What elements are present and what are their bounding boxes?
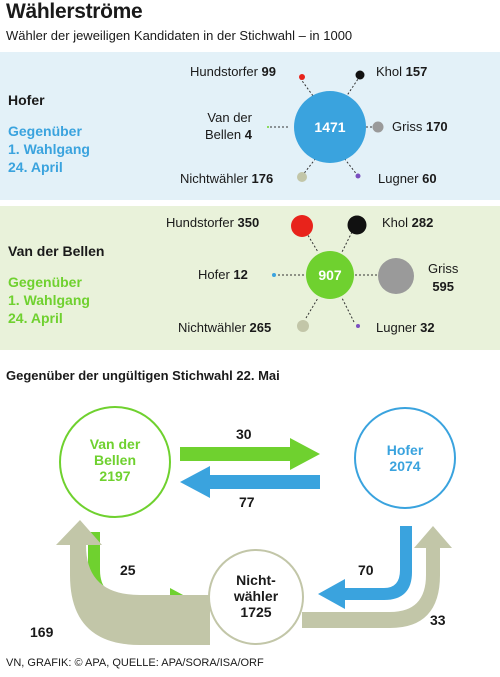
label-text: Nichtwähler [180, 171, 248, 186]
page-subtitle: Wähler der jeweiligen Kandidaten in der … [6, 28, 353, 43]
nichtwaehler-dot [297, 320, 309, 332]
vdb-griss-label: Griss 595 [428, 260, 458, 296]
hofer-to-nw-arrow [318, 526, 412, 609]
vdb-panel-name: Van der Bellen [8, 243, 105, 259]
hofer-khol-label: Khol 157 [376, 64, 427, 79]
hofer-to-vdb-value: 77 [239, 494, 255, 510]
vdb-center-value: 907 [318, 267, 342, 283]
label-value: 4 [244, 127, 252, 142]
vdb-hofer-label: Hofer 12 [198, 267, 248, 282]
label-value: 595 [432, 279, 455, 294]
page-title: Wählerströme [6, 0, 143, 23]
label-value: 32 [420, 320, 435, 335]
label-value: 99 [261, 64, 277, 79]
vdb-panel-compare: Gegenüber 1. Wahlgang 24. April [8, 273, 90, 327]
hofer-dot [272, 273, 276, 277]
hofer-hundstorfer-label: Hundstorfer 99 [190, 64, 276, 79]
khol-dot [355, 70, 365, 80]
hofer-panel-compare: Gegenüber 1. Wahlgang 24. April [8, 122, 90, 176]
hofer-panel [0, 52, 500, 200]
label-text: Khol [382, 215, 409, 230]
label-text: Van der [207, 110, 252, 125]
label-value: 1725 [240, 604, 272, 620]
label-text: Lugner [378, 171, 419, 186]
nw-to-vdb-arrow [56, 520, 210, 645]
vdb-spokes [278, 231, 378, 323]
label-value: 157 [405, 64, 428, 79]
hofer-flow-circle [354, 407, 456, 509]
nw-flow-label: Nicht- wähler 1725 [216, 572, 296, 620]
vdb-to-nw-value: 25 [120, 562, 136, 578]
hofer-to-nw-value: 70 [358, 562, 374, 578]
label-text: Bellen [205, 127, 242, 142]
vdb-flow-label: Van der Bellen 2197 [75, 436, 155, 484]
source-footer: VN, GRAFIK: © APA, QUELLE: APA/SORA/ISA/… [6, 657, 264, 669]
label-value: 60 [422, 171, 437, 186]
hofer-to-vdb-arrow [180, 466, 320, 498]
label-text: Lugner [376, 320, 417, 335]
compare-line: 1. Wahlgang [8, 292, 90, 308]
label-value: 265 [249, 320, 272, 335]
label-text: Nichtwähler [178, 320, 246, 335]
label-value: 350 [237, 215, 260, 230]
vdb-nw-label: Nichtwähler 265 [178, 320, 271, 335]
griss-dot [372, 121, 384, 133]
label-value: 2074 [389, 458, 421, 474]
label-row: Bellen 4 [205, 126, 252, 143]
label-value: 2197 [99, 468, 131, 484]
vdb-hundstorfer-label: Hundstorfer 350 [166, 215, 259, 230]
vdb-dot [267, 126, 269, 128]
label-text: Hofer [198, 267, 230, 282]
hofer-nw-label: Nichtwähler 176 [180, 171, 273, 186]
hofer-center-circle [294, 91, 366, 163]
hofer-griss-label: Griss 170 [392, 119, 448, 134]
vdb-lugner-label: Lugner 32 [376, 320, 435, 335]
griss-dot [378, 258, 414, 294]
nw-to-hofer-arrow [302, 526, 452, 628]
hofer-center-value: 1471 [314, 119, 346, 135]
label-line: Hofer [386, 442, 424, 458]
label-value: 176 [251, 171, 274, 186]
label-line: Nicht- [236, 572, 276, 588]
label-line: Bellen [93, 452, 136, 468]
label-text: Griss [428, 261, 459, 276]
lugner-dot [356, 324, 360, 328]
khol-dot [347, 215, 367, 235]
hofer-flow-label: Hofer 2074 [365, 442, 445, 474]
vdb-center-circle [306, 251, 354, 299]
label-value: 12 [233, 267, 248, 282]
flow-section-title: Gegenüber der ungültigen Stichwahl 22. M… [6, 368, 280, 383]
label-line: wähler [233, 588, 279, 604]
label-text: Hundstorfer [166, 215, 234, 230]
hofer-lugner-label: Lugner 60 [378, 171, 437, 186]
hofer-panel-name: Hofer [8, 92, 45, 108]
nw-to-hofer-value: 33 [430, 612, 446, 628]
label-line: Van der [89, 436, 141, 452]
nichtwaehler-dot [297, 172, 307, 182]
hundstorfer-dot [299, 74, 305, 80]
compare-line: 1. Wahlgang [8, 141, 90, 157]
vdb-to-hofer-value: 30 [236, 426, 252, 442]
lugner-dot [355, 173, 361, 179]
label-value: 170 [425, 119, 448, 134]
compare-line: Gegenüber [8, 123, 82, 139]
vdb-flow-circle [59, 406, 171, 518]
compare-line: 24. April [8, 310, 63, 326]
label-text: Griss [392, 119, 423, 134]
label-text: Khol [376, 64, 403, 79]
vdb-khol-label: Khol 282 [382, 215, 433, 230]
hofer-vdb-label: Van der Bellen 4 [205, 109, 252, 143]
label-text: Hundstorfer [190, 64, 258, 79]
compare-line: 24. April [8, 159, 63, 175]
compare-line: Gegenüber [8, 274, 82, 290]
nw-to-vdb-value: 169 [30, 624, 54, 640]
vdb-panel [0, 206, 500, 350]
vdb-to-hofer-arrow [180, 438, 320, 470]
label-value: 282 [411, 215, 434, 230]
hundstorfer-dot [291, 215, 313, 237]
